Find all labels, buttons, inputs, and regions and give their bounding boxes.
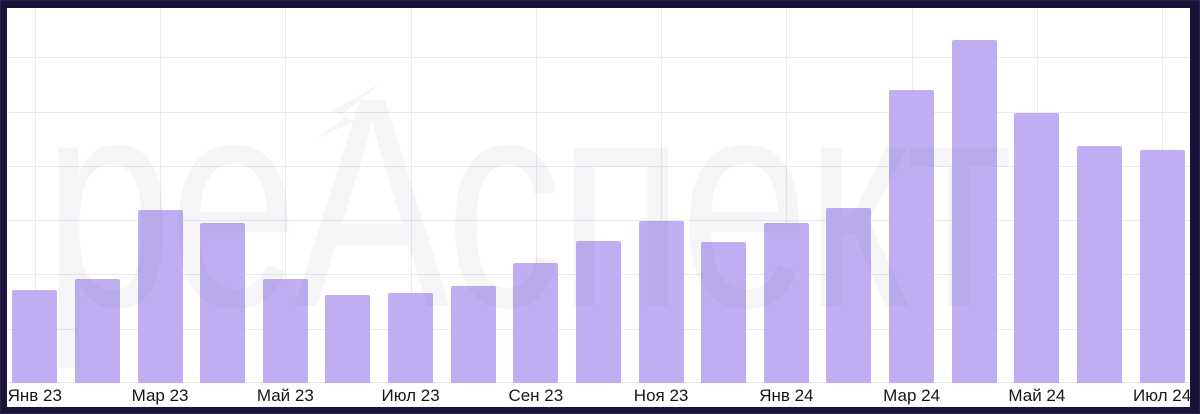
gridline-vertical <box>535 8 537 383</box>
bar-Фев 24 <box>826 208 872 383</box>
bar-Дек 23 <box>701 242 747 383</box>
gridline-vertical <box>160 8 162 383</box>
bar-Фев 23 <box>74 279 120 383</box>
bar-Апр 24 <box>951 40 997 383</box>
x-axis-tick-label: Мар 24 <box>883 386 941 405</box>
bar-Авг 23 <box>450 286 496 383</box>
gridline-vertical <box>661 8 663 383</box>
gridline-horizontal <box>7 111 1190 113</box>
bar-Окт 23 <box>575 241 621 383</box>
gridline-vertical <box>410 8 412 383</box>
bar-Мар 24 <box>889 90 935 383</box>
x-axis-tick-label: Янв 23 <box>7 386 62 405</box>
gridline-vertical <box>34 8 36 383</box>
bar-chart-plot <box>7 8 1190 383</box>
x-axis-tick-label: Ноя 23 <box>633 386 689 405</box>
bar-Апр 23 <box>200 223 246 383</box>
bar-Мар 23 <box>137 210 183 383</box>
bar-Янв 23 <box>12 290 58 383</box>
bar-Июн 24 <box>1077 146 1122 383</box>
x-axis-tick-label: Май 24 <box>1008 386 1066 405</box>
x-axis-tick-label: Мар 23 <box>131 386 189 405</box>
gridline-vertical <box>786 8 788 383</box>
x-axis-tick-label: Сен 23 <box>508 386 564 405</box>
x-axis-tick-label: Июл 23 <box>381 386 440 405</box>
gridline-horizontal <box>7 220 1190 222</box>
gridline-horizontal <box>7 57 1190 59</box>
x-axis: Янв 23 Мар 23 Май 23 Июл 23 Сен 23 Ноя 23 Янв … <box>7 383 1190 407</box>
bar-Июл 23 <box>388 293 434 383</box>
bar-Июн 23 <box>325 295 371 383</box>
x-axis-tick-label: Май 23 <box>256 386 314 405</box>
x-axis-tick-label: Июл 24 <box>1133 386 1190 405</box>
gridline-horizontal <box>7 165 1190 167</box>
bar-chart: Янв 23 Мар 23 Май 23 Июл 23 Сен 23 Ноя 23 Янв … <box>7 8 1190 407</box>
gridline-vertical <box>285 8 287 383</box>
bar-Ноя 23 <box>638 221 684 383</box>
bar-Сен 23 <box>513 263 559 383</box>
bar-Июл 24 <box>1139 150 1185 383</box>
bar-Май 24 <box>1014 113 1060 383</box>
x-axis-tick-label: Янв 24 <box>759 386 814 405</box>
bar-Янв 24 <box>763 223 809 383</box>
bar-Май 23 <box>262 279 308 383</box>
